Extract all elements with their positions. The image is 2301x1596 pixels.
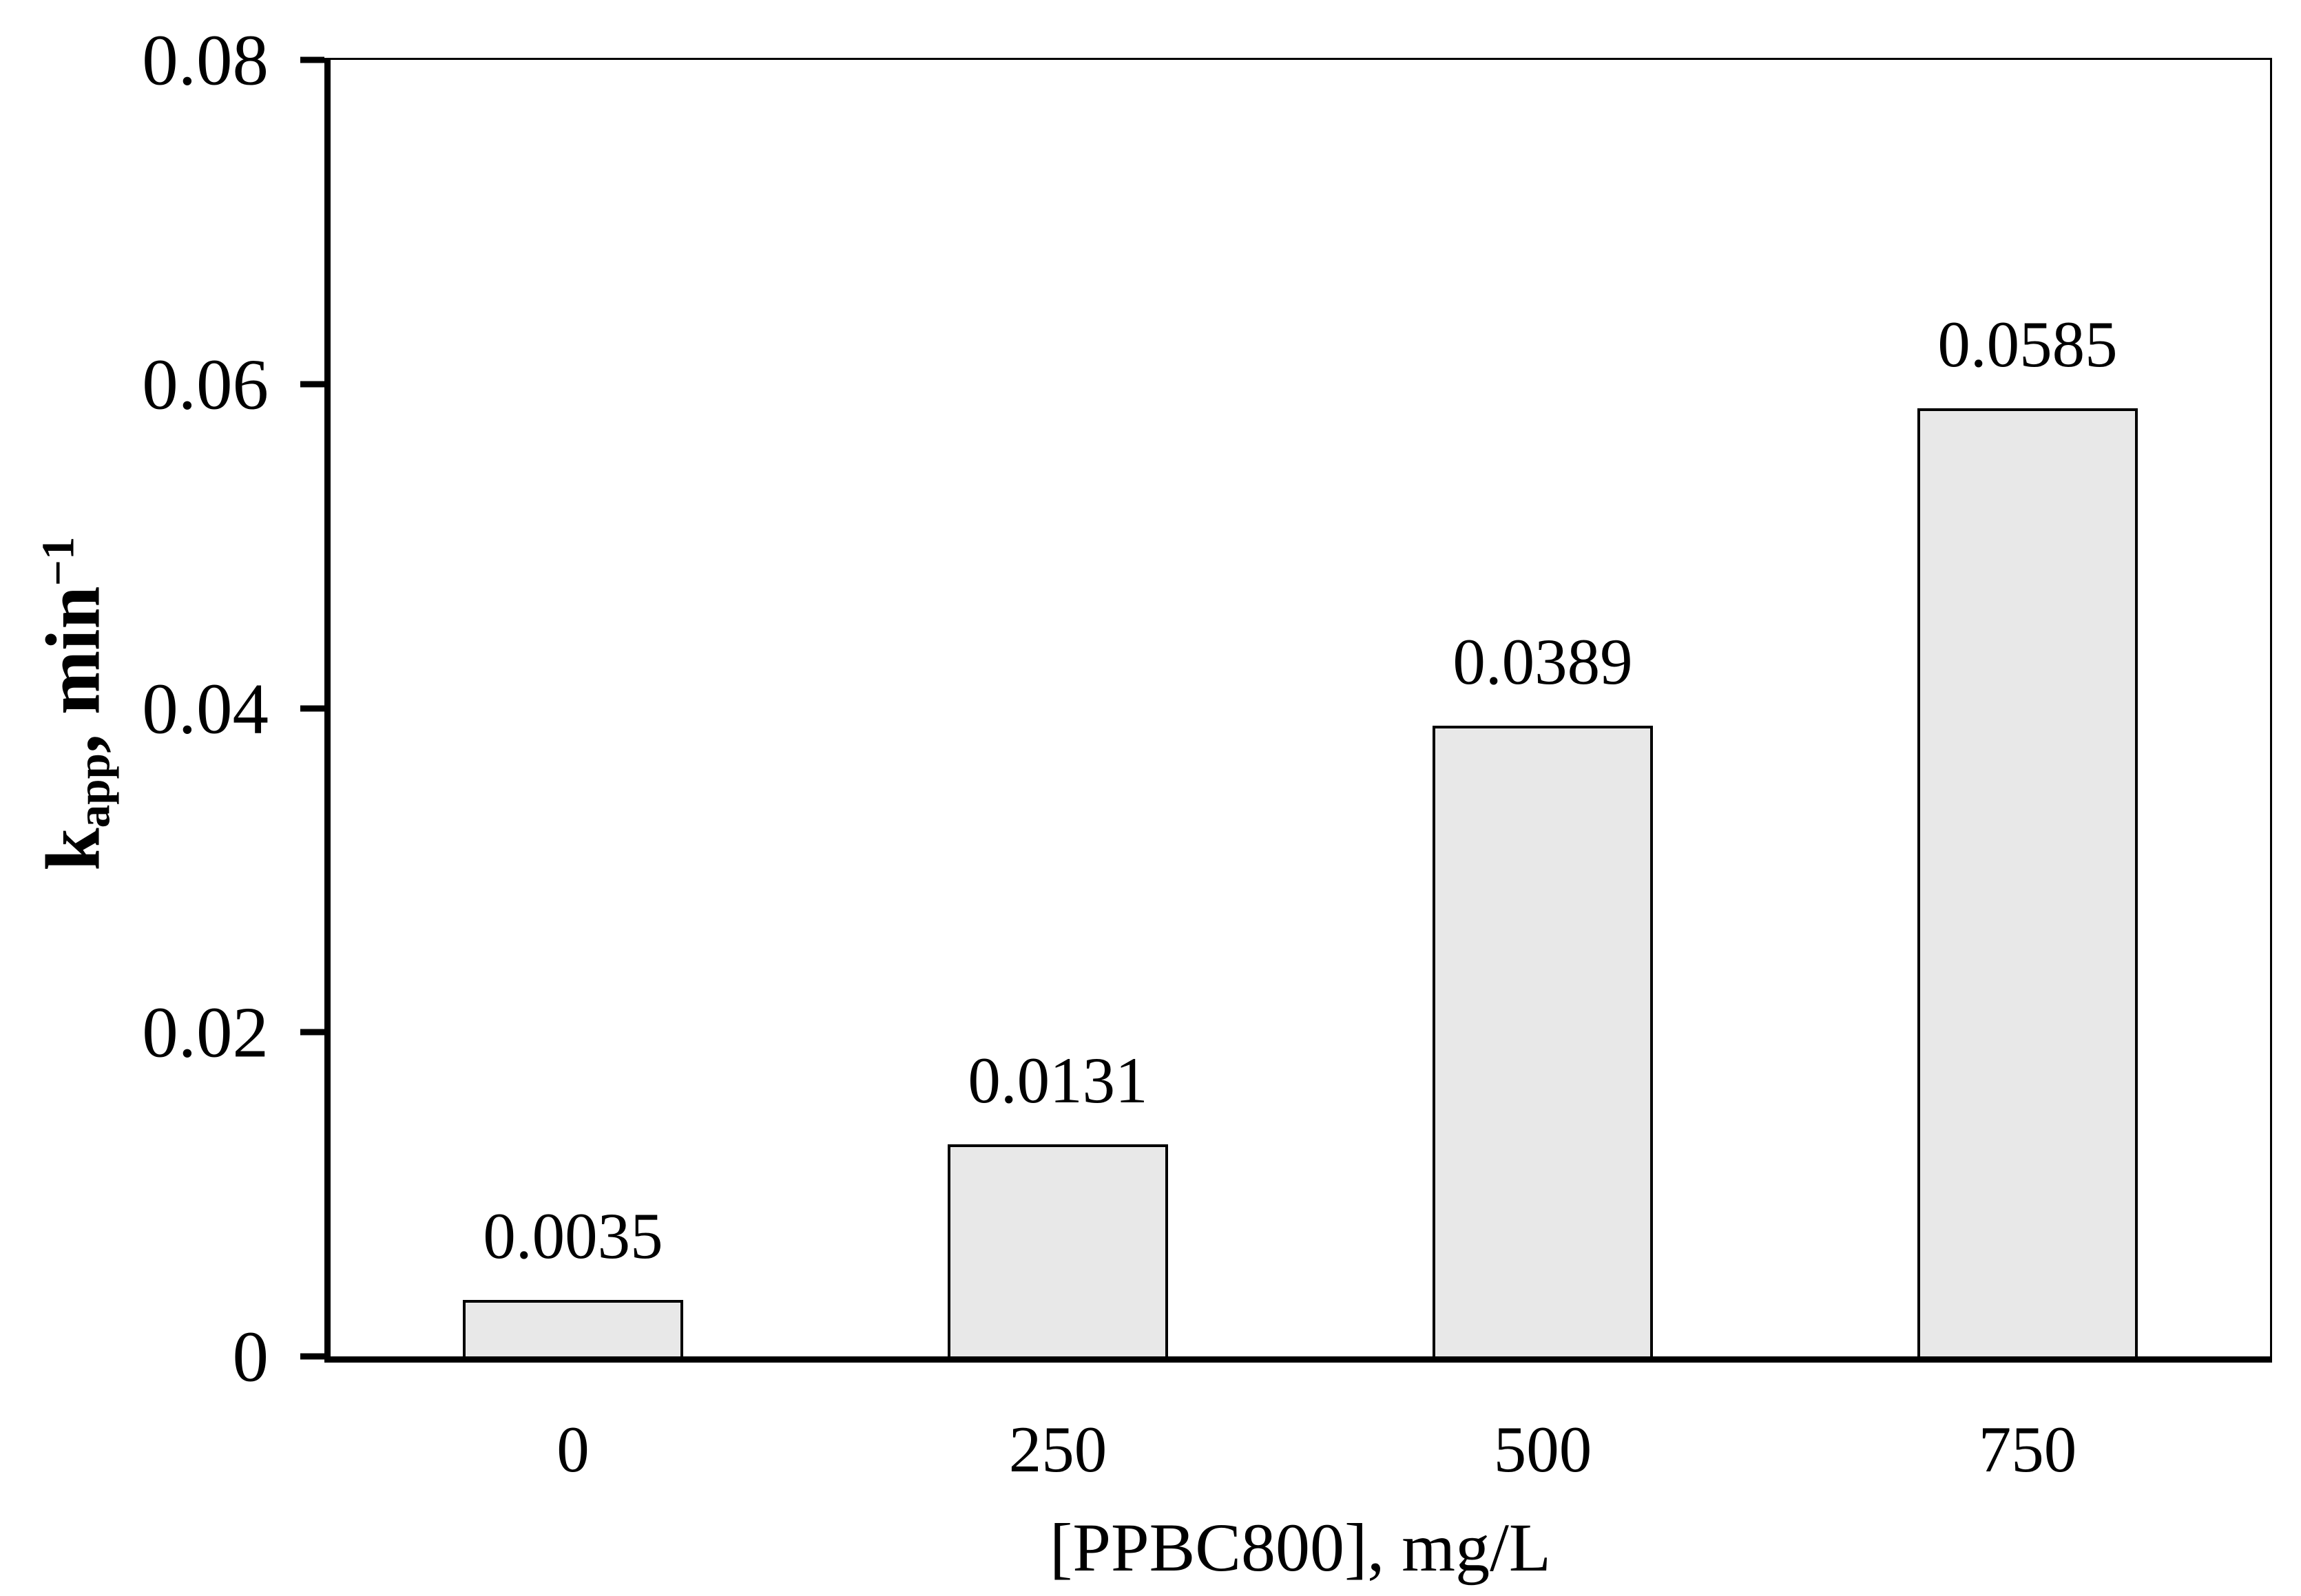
bar-250 bbox=[948, 1144, 1168, 1356]
bar-value-label-750: 0.0585 bbox=[1937, 308, 2118, 381]
y-axis-title-rest: , min bbox=[30, 586, 116, 753]
x-axis-title: [PPBC800], mg/L bbox=[1050, 1509, 1551, 1586]
bar-value-label-500: 0.0389 bbox=[1453, 625, 1633, 699]
plot-area: 0 0.02 0.04 0.06 0.08 0.0035 0 0.0131 250 0.0389 5… bbox=[142, 24, 2272, 1482]
y-axis-title-subscript: app bbox=[67, 753, 120, 828]
y-tick-label-0.04: 0.04 bbox=[142, 668, 269, 748]
y-tick-label-0: 0 bbox=[232, 1316, 269, 1397]
x-tick-label-500: 500 bbox=[1493, 1413, 1592, 1486]
bar-750 bbox=[1917, 408, 2138, 1356]
y-tick-mark-0 bbox=[300, 1353, 324, 1360]
y-tick-label-0.02: 0.02 bbox=[142, 991, 269, 1073]
y-tick-label-0.08: 0.08 bbox=[142, 19, 269, 101]
x-tick-label-750: 750 bbox=[1978, 1413, 2077, 1486]
y-axis-title: kapp, min−1 bbox=[31, 536, 120, 870]
x-tick-label-250: 250 bbox=[1008, 1413, 1107, 1486]
bar-0 bbox=[463, 1299, 683, 1356]
y-axis-title-superscript: −1 bbox=[32, 536, 84, 587]
y-tick-mark-0.02 bbox=[300, 1029, 324, 1036]
y-axis-title-base: k bbox=[30, 828, 116, 871]
bar-value-label-0: 0.0035 bbox=[483, 1199, 663, 1272]
y-tick-label-0.06: 0.06 bbox=[142, 344, 269, 425]
bar-value-label-250: 0.0131 bbox=[968, 1043, 1148, 1117]
y-tick-mark-0.06 bbox=[300, 381, 324, 388]
x-tick-label-0: 0 bbox=[556, 1413, 590, 1486]
y-tick-mark-0.08 bbox=[300, 56, 324, 63]
y-tick-mark-0.04 bbox=[300, 705, 324, 711]
bar-500 bbox=[1433, 726, 1653, 1356]
